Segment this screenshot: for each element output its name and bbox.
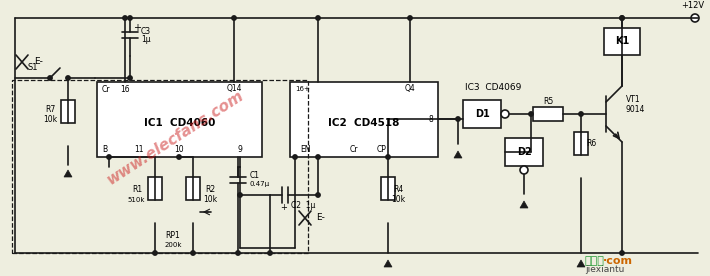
Text: +: + — [280, 203, 288, 211]
Text: Q14: Q14 — [226, 84, 241, 94]
Circle shape — [191, 251, 195, 255]
Circle shape — [316, 193, 320, 197]
Text: 10k: 10k — [43, 115, 57, 124]
Circle shape — [177, 155, 181, 159]
Polygon shape — [454, 151, 462, 158]
Text: IC2  CD4518: IC2 CD4518 — [328, 118, 400, 129]
Text: 10: 10 — [175, 145, 185, 155]
Circle shape — [153, 251, 157, 255]
Bar — [61, 100, 75, 123]
Text: R2: R2 — [205, 185, 215, 195]
Text: Cr: Cr — [350, 145, 359, 155]
Polygon shape — [64, 170, 72, 177]
Text: +12V: +12V — [682, 1, 704, 9]
Text: C1: C1 — [250, 171, 260, 179]
Text: 10k: 10k — [391, 195, 405, 205]
Bar — [505, 138, 543, 166]
Circle shape — [236, 251, 240, 255]
Text: +: + — [133, 23, 141, 33]
Text: 16: 16 — [120, 84, 130, 94]
Text: 1µ: 1µ — [141, 34, 151, 44]
Text: E-: E- — [34, 57, 43, 67]
Polygon shape — [520, 201, 528, 208]
Circle shape — [106, 155, 111, 159]
Circle shape — [316, 155, 320, 159]
Bar — [12, 80, 308, 253]
Text: VT1: VT1 — [626, 94, 640, 104]
Bar — [186, 177, 200, 200]
Circle shape — [501, 110, 509, 118]
Circle shape — [231, 16, 236, 20]
Bar — [381, 177, 395, 200]
Text: IC1  CD4060: IC1 CD4060 — [144, 118, 215, 129]
Text: EN: EN — [300, 145, 310, 155]
Text: K1: K1 — [615, 36, 629, 46]
Circle shape — [620, 16, 624, 20]
Text: C2  1µ: C2 1µ — [291, 201, 315, 211]
Text: Q4: Q4 — [405, 84, 415, 94]
Text: ·com: ·com — [603, 256, 633, 266]
Text: RP1: RP1 — [165, 230, 180, 240]
Text: D1: D1 — [474, 109, 489, 119]
Circle shape — [316, 16, 320, 20]
Bar — [604, 28, 640, 55]
Text: R4: R4 — [393, 185, 403, 195]
Text: 10k: 10k — [203, 195, 217, 205]
Circle shape — [268, 251, 272, 255]
Text: 8: 8 — [428, 115, 433, 124]
Circle shape — [66, 76, 70, 80]
Bar — [574, 132, 588, 155]
Circle shape — [408, 16, 413, 20]
Text: CP: CP — [377, 145, 387, 155]
Text: C3: C3 — [141, 26, 151, 36]
Text: R6: R6 — [586, 139, 596, 148]
Polygon shape — [384, 260, 392, 267]
Text: 16+: 16+ — [295, 86, 310, 92]
Text: D2: D2 — [517, 147, 531, 157]
Text: www.elecfans.com: www.elecfans.com — [104, 88, 246, 188]
Circle shape — [238, 193, 242, 197]
Text: 11: 11 — [134, 145, 143, 155]
Text: S1: S1 — [28, 63, 38, 73]
Bar — [463, 100, 501, 128]
Bar — [148, 177, 162, 200]
Circle shape — [579, 112, 583, 116]
Text: jiexiantu: jiexiantu — [585, 266, 625, 275]
Circle shape — [48, 76, 53, 80]
Text: IC3  CD4069: IC3 CD4069 — [465, 84, 521, 92]
Bar — [290, 82, 438, 157]
Circle shape — [691, 14, 699, 22]
Text: E-: E- — [316, 214, 325, 222]
Circle shape — [620, 16, 624, 20]
Text: R7: R7 — [45, 105, 55, 115]
Text: R1: R1 — [132, 185, 142, 195]
Text: R5: R5 — [543, 97, 553, 107]
Circle shape — [128, 16, 132, 20]
Circle shape — [123, 16, 127, 20]
Text: 0.47µ: 0.47µ — [250, 181, 270, 187]
Bar — [97, 82, 262, 157]
Circle shape — [128, 76, 132, 80]
Text: 接线图: 接线图 — [584, 256, 604, 266]
Text: 9: 9 — [238, 145, 242, 155]
Polygon shape — [577, 260, 585, 267]
Circle shape — [293, 155, 297, 159]
Text: 510k: 510k — [127, 197, 145, 203]
Bar — [533, 107, 563, 121]
Circle shape — [386, 155, 391, 159]
Text: B: B — [102, 145, 107, 155]
Circle shape — [620, 251, 624, 255]
Text: Cr: Cr — [102, 84, 111, 94]
Text: 9014: 9014 — [626, 105, 645, 113]
Text: 200k: 200k — [165, 242, 182, 248]
Circle shape — [456, 117, 460, 121]
Circle shape — [529, 112, 533, 116]
Circle shape — [520, 166, 528, 174]
